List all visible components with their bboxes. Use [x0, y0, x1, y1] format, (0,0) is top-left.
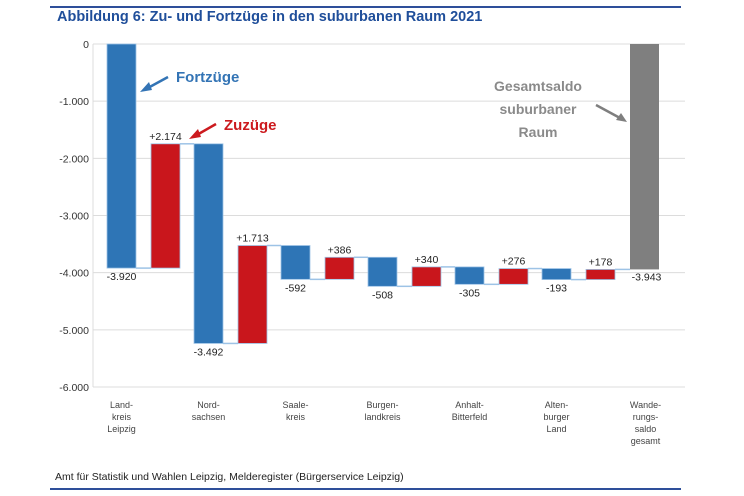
arrowhead-gesamtsaldo-icon: [616, 113, 627, 122]
annotation-gesamtsaldo: Gesamtsaldo suburbaner Raum: [494, 78, 582, 140]
data-label: -592: [285, 282, 306, 294]
bar-zuzuege: [237, 245, 268, 344]
bar-fortzuege: [454, 266, 485, 285]
data-label: +178: [589, 256, 613, 268]
annotation-zuzuege: Zuzüge: [224, 117, 277, 134]
top-rule: [50, 6, 681, 8]
data-label: +1.713: [236, 233, 269, 245]
y-tick-label: 0: [83, 39, 89, 51]
category-label: Land-kreis Leipzig: [107, 400, 136, 434]
data-label: -193: [546, 283, 567, 295]
arrow-gesamtsaldo-icon: [595, 103, 621, 120]
data-label: -3.492: [194, 346, 224, 358]
y-tick-label: -6.000: [59, 382, 89, 394]
y-tick-label: -1.000: [59, 96, 89, 108]
data-label: +2.174: [149, 131, 182, 143]
bar-zuzuege: [324, 256, 355, 280]
connector-lines: [136, 143, 630, 345]
category-label: Alten-burger Land: [543, 400, 569, 434]
gridlines: [93, 43, 685, 388]
y-tick-label: -3.000: [59, 211, 89, 223]
bar-zuzuege: [150, 143, 181, 269]
arrowhead-zuzuege-icon: [189, 129, 201, 139]
bar-zuzuege: [498, 268, 529, 285]
y-tick-label: -2.000: [59, 153, 89, 165]
category-label: Burgen-landkreis: [364, 400, 401, 422]
y-tick-label: -5.000: [59, 325, 89, 337]
bar-fortzuege: [193, 143, 224, 344]
category-label: Anhalt-Bitterfeld: [452, 400, 488, 422]
data-label: +386: [328, 244, 352, 256]
category-label: Wande-rungs-saldo gesamt: [630, 400, 661, 446]
bar-zuzuege: [585, 269, 616, 280]
annotations: Fortzüge Zuzüge Gesamtsaldo suburbaner Raum: [140, 69, 627, 140]
bar-fortzuege: [106, 43, 137, 269]
bar-zuzuege: [411, 266, 442, 287]
y-tick-label: -4.000: [59, 268, 89, 280]
x-axis-categories: Land-kreis Leipzig Nord-sachsen Saale-kreis…: [107, 400, 661, 446]
data-label: -3.920: [107, 271, 137, 283]
data-label: +276: [502, 256, 526, 268]
bottom-rule: [50, 488, 681, 490]
bars: [106, 43, 659, 344]
data-label: -3.943: [632, 271, 662, 283]
annotation-fortzuege: Fortzüge: [176, 69, 239, 86]
bar-fortzuege: [280, 245, 311, 280]
bar-fortzuege: [541, 268, 572, 280]
data-label: -305: [459, 287, 480, 299]
data-label: -508: [372, 289, 393, 301]
category-label: Saale-kreis: [282, 400, 308, 422]
figure-title: Abbildung 6: Zu- und Fortzüge in den sub…: [57, 9, 483, 25]
source-note: Amt für Statistik und Wahlen Leipzig, Me…: [55, 471, 404, 483]
bar-fortzuege: [367, 256, 398, 287]
data-label: +340: [415, 254, 439, 266]
arrowhead-fortzuege-icon: [140, 82, 152, 92]
y-axis: 0 -1.000 -2.000 -3.000 -4.000 -5.000 -6.000: [59, 39, 94, 394]
data-labels: -3.920 +2.174 -3.492 +1.713 -592 +386 -508 +340…: [107, 131, 662, 359]
category-label: Nord-sachsen: [192, 400, 226, 422]
bar-saldo: [630, 44, 659, 270]
